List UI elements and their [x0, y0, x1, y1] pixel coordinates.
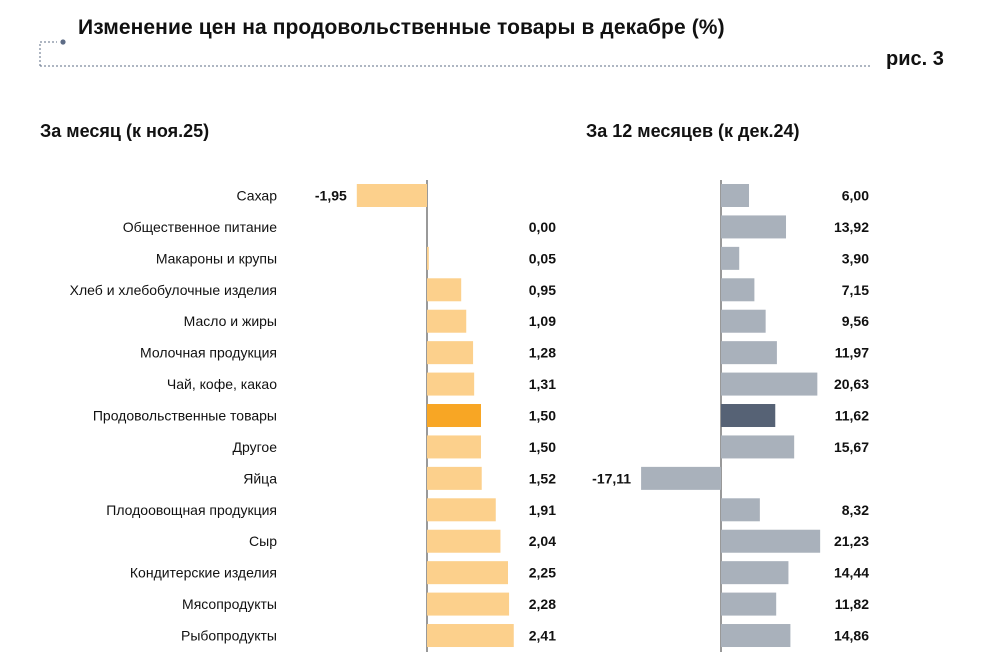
yearly-data-label: 11,82	[835, 596, 869, 612]
yearly-data-label: 11,97	[835, 345, 869, 361]
monthly-data-label: 0,95	[529, 282, 556, 298]
yearly-bar	[721, 529, 821, 553]
yearly-data-label: 3,90	[842, 250, 869, 266]
yearly-bar	[721, 404, 776, 428]
chart-title: Изменение цен на продовольственные товар…	[78, 16, 725, 39]
yearly-bar	[721, 278, 755, 302]
monthly-data-label: 2,25	[529, 565, 556, 581]
category-label: Яйца	[243, 470, 277, 486]
category-label: Плодоовощная продукция	[106, 502, 277, 518]
monthly-bar	[427, 624, 514, 648]
monthly-bar	[427, 372, 475, 396]
yearly-bar	[721, 184, 750, 207]
monthly-bar	[427, 561, 508, 585]
left-panel: -1,95 0,00 0,05 0,95 1,09 1,28 1,31 1,50 1,50 1,5…	[315, 180, 556, 652]
yearly-data-label: 11,62	[835, 408, 869, 424]
category-label: Мясопродукты	[182, 596, 277, 612]
yearly-bar	[721, 372, 818, 396]
yearly-data-label: 7,15	[842, 282, 869, 298]
monthly-bar	[427, 404, 481, 428]
yearly-bar	[721, 498, 760, 522]
category-label: Сахар	[237, 188, 278, 204]
monthly-data-label: 1,31	[529, 376, 556, 392]
yearly-bar	[721, 215, 787, 239]
monthly-bar	[427, 246, 429, 270]
category-label: Рыбопродукты	[181, 628, 277, 644]
yearly-bar	[641, 466, 721, 490]
monthly-data-label: 0,05	[529, 250, 556, 266]
left-panel-title: За месяц (к ноя.25)	[40, 121, 210, 141]
title-bracket-vertical	[39, 41, 57, 66]
yearly-bar	[721, 341, 777, 365]
category-label: Сыр	[249, 533, 277, 549]
yearly-bar	[721, 624, 791, 648]
monthly-data-label: 1,50	[529, 439, 556, 455]
monthly-data-label: 2,28	[529, 596, 556, 612]
monthly-bar	[427, 529, 501, 553]
monthly-bar	[356, 184, 427, 207]
yearly-data-label: 9,56	[842, 313, 869, 329]
category-labels: Сахар Общественное питание Макароны и круп…	[70, 188, 278, 644]
yearly-data-label: 13,92	[834, 219, 869, 235]
category-label: Другое	[233, 439, 278, 455]
category-label: Макароны и крупы	[156, 250, 277, 266]
figure-label: рис. 3	[886, 48, 944, 70]
yearly-bar	[721, 309, 766, 333]
monthly-bar	[427, 466, 482, 490]
monthly-bar	[427, 435, 481, 459]
monthly-bar	[427, 592, 510, 616]
category-label: Чай, кофе, какао	[167, 376, 277, 392]
monthly-bar	[427, 498, 496, 522]
title-decoration	[39, 39, 872, 67]
yearly-bar	[721, 435, 795, 459]
category-label: Общественное питание	[123, 219, 277, 235]
category-label: Кондитерские изделия	[130, 565, 277, 581]
right-panel-title: За 12 месяцев (к дек.24)	[586, 121, 800, 141]
monthly-data-label: 0,00	[529, 219, 556, 235]
title-dot-icon	[60, 39, 66, 45]
yearly-bar	[721, 246, 740, 270]
yearly-data-label: 14,86	[834, 628, 869, 644]
monthly-data-label: 1,52	[529, 470, 556, 486]
yearly-data-label: 14,44	[834, 565, 869, 581]
right-panel: 6,00 13,92 3,90 7,15 9,56 11,97 20,63 11,62 15,6…	[592, 180, 869, 652]
yearly-data-label: 6,00	[842, 188, 869, 204]
category-label: Масло и жиры	[184, 313, 277, 329]
category-label: Продовольственные товары	[93, 408, 277, 424]
monthly-data-label: 1,50	[529, 408, 556, 424]
monthly-data-label: 2,41	[529, 628, 556, 644]
monthly-bar	[427, 341, 474, 365]
yearly-bar	[721, 561, 789, 585]
category-label: Хлеб и хлебобулочные изделия	[70, 282, 277, 298]
monthly-bar	[427, 309, 467, 333]
yearly-data-label: 21,23	[834, 533, 869, 549]
monthly-bar	[427, 278, 462, 302]
yearly-data-label: 15,67	[834, 439, 869, 455]
yearly-bar	[721, 592, 777, 616]
yearly-data-label: 8,32	[842, 502, 869, 518]
monthly-data-label: 1,09	[529, 313, 556, 329]
monthly-data-label: -1,95	[315, 188, 347, 204]
category-label: Молочная продукция	[140, 345, 277, 361]
monthly-data-label: 1,28	[529, 345, 556, 361]
monthly-data-label: 1,91	[529, 502, 556, 518]
yearly-data-label: -17,11	[592, 470, 631, 486]
yearly-data-label: 20,63	[834, 376, 869, 392]
monthly-data-label: 2,04	[529, 533, 556, 549]
